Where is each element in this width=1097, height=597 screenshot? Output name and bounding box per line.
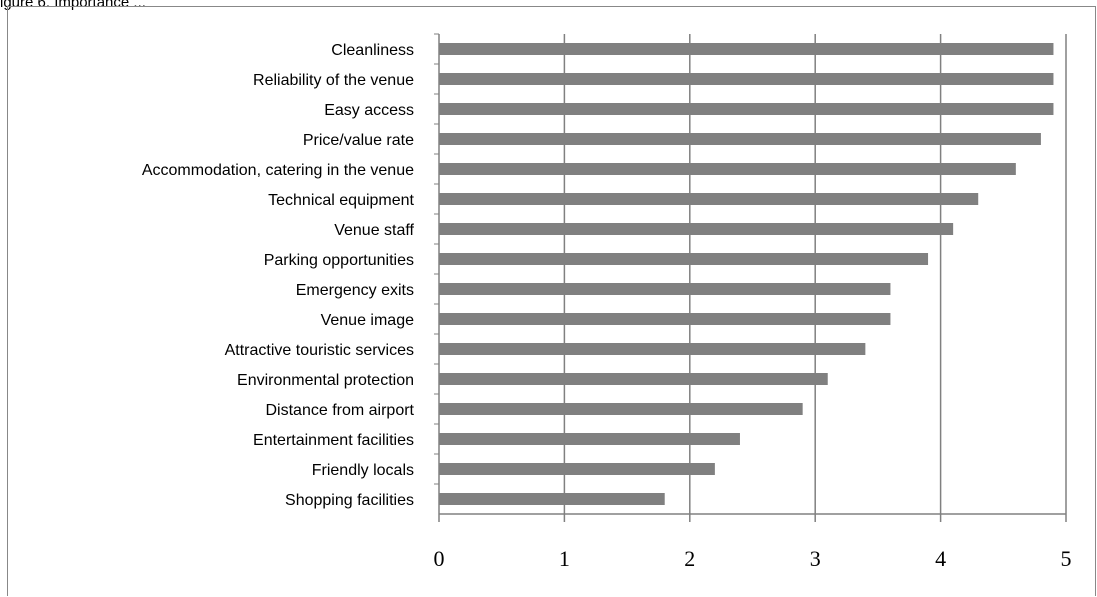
category-label: Price/value rate	[303, 132, 414, 149]
x-tick-label: 0	[434, 546, 445, 571]
category-label: Cleanliness	[331, 42, 414, 59]
x-tick-label: 5	[1061, 546, 1072, 571]
bar	[439, 133, 1041, 145]
x-axis: 0 1 2 3 4 5	[434, 513, 1072, 571]
bar	[439, 163, 1016, 175]
category-label: Parking opportunities	[264, 252, 414, 269]
bar	[439, 493, 665, 505]
category-label: Venue image	[321, 312, 415, 329]
bar	[439, 403, 803, 415]
category-label: Reliability of the venue	[253, 72, 414, 89]
category-label: Attractive touristic services	[225, 342, 414, 359]
bar	[439, 433, 740, 445]
category-label: Entertainment facilities	[253, 432, 414, 449]
bar	[439, 373, 828, 385]
bar	[439, 343, 866, 355]
bar	[439, 103, 1054, 115]
bar	[439, 283, 891, 295]
category-label: Accommodation, catering in the venue	[142, 162, 414, 179]
bar	[439, 463, 715, 475]
bar	[439, 193, 979, 205]
page-header-partial: igure 6. Importance ...	[0, 0, 146, 11]
bars	[439, 43, 1054, 505]
bar	[439, 223, 954, 235]
category-label: Environmental protection	[237, 372, 414, 389]
chart-frame	[7, 6, 1096, 596]
category-label: Distance from airport	[266, 402, 415, 419]
x-tick-label: 4	[935, 546, 946, 571]
category-label: Shopping facilities	[285, 492, 414, 509]
category-label: Technical equipment	[268, 192, 414, 209]
category-label: Friendly locals	[312, 462, 414, 479]
bar	[439, 253, 929, 265]
bar	[439, 73, 1054, 85]
category-labels: Cleanliness Reliability of the venue Easy …	[142, 33, 439, 509]
category-label: Venue staff	[334, 222, 414, 239]
x-tick-label: 3	[810, 546, 821, 571]
bar	[439, 313, 891, 325]
category-label: Emergency exits	[296, 282, 414, 299]
x-tick-label: 2	[684, 546, 695, 571]
category-label: Easy access	[324, 102, 414, 119]
x-tick-label: 1	[559, 546, 570, 571]
bar	[439, 43, 1054, 55]
